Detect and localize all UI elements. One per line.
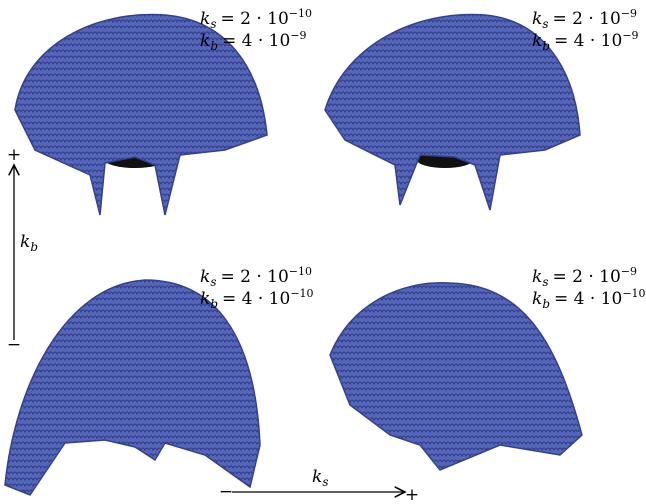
value: = 2 · 10 [552, 267, 620, 287]
plus: + [7, 145, 21, 165]
symbol: k [532, 289, 542, 309]
subscript: s [542, 17, 548, 31]
exponent: −9 [621, 7, 637, 20]
subscript: s [542, 275, 548, 289]
parameter-label: ks = 2 · 10−9 [532, 7, 637, 31]
exponent: −9 [290, 29, 306, 42]
subscript: b [542, 39, 550, 53]
value: = 2 · 10 [220, 9, 288, 29]
minus: − [219, 482, 233, 502]
subscript: b [542, 297, 550, 311]
symbol: k [200, 9, 210, 29]
symbol: k [200, 289, 210, 309]
parameter-label: ks = 2 · 10−10 [200, 265, 312, 289]
value: = 2 · 10 [220, 267, 288, 287]
symbol: k [200, 31, 210, 51]
subscript: b [210, 39, 218, 53]
value: = 4 · 10 [554, 289, 622, 309]
parameter-label: kb = 4 · 10−9 [532, 29, 639, 53]
value: = 2 · 10 [552, 9, 620, 29]
exponent: −10 [622, 287, 645, 300]
minus: − [7, 335, 21, 355]
parameter-label: ks = 2 · 10−9 [532, 265, 637, 289]
axis-label: kb [20, 232, 38, 254]
exponent: −10 [289, 265, 312, 278]
value: = 4 · 10 [222, 289, 290, 309]
exponent: −9 [621, 265, 637, 278]
subscript: s [210, 17, 216, 31]
subscript: b [210, 297, 218, 311]
value: = 4 · 10 [554, 31, 622, 51]
symbol: k [532, 9, 542, 29]
parameter-label: kb = 4 · 10−10 [532, 287, 646, 311]
cloth-render [5, 280, 260, 495]
exponent: −10 [289, 7, 312, 20]
axis-label: ks [312, 467, 328, 489]
exponent: −10 [290, 287, 313, 300]
exponent: −9 [622, 29, 638, 42]
value: = 4 · 10 [222, 31, 290, 51]
parameter-label: ks = 2 · 10−10 [200, 7, 312, 31]
figure: ks= 2 · 10−10kb= 4 · 10−9ks= 2 · 10−9kb=… [0, 0, 646, 504]
plus: + [405, 485, 419, 504]
subscript: s [210, 275, 216, 289]
symbol: k [532, 267, 542, 287]
parameter-label: kb = 4 · 10−10 [200, 287, 314, 311]
symbol: k [200, 267, 210, 287]
symbol: k [532, 31, 542, 51]
